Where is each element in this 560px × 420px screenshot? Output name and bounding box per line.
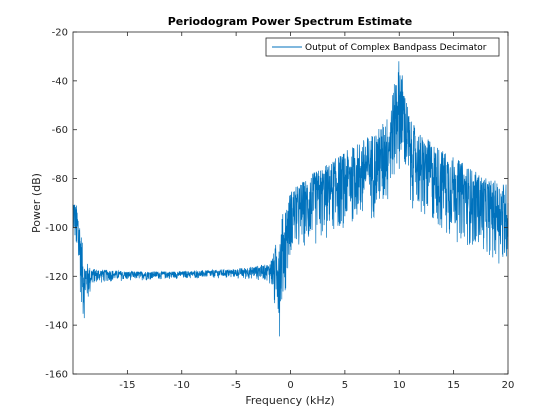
y-tick-label: -140 [45, 321, 68, 332]
x-tick-label: 0 [287, 380, 293, 391]
axes: -15 -10 -5 0 5 10 15 20 -160 -140 -120 -100 -80 -60 -4… [45, 28, 514, 392]
y-tick-label: -20 [52, 28, 68, 39]
legend-box [265, 37, 500, 57]
y-tick-label: -80 [52, 174, 68, 185]
legend-entry: Output of Complex Bandpass Decimator [305, 43, 487, 53]
legend: Output of Complex Bandpass Decimator [265, 37, 500, 57]
y-tick-label: -160 [45, 370, 68, 381]
y-tick-label: -100 [45, 223, 68, 234]
x-tick-label: -10 [174, 380, 190, 391]
y-tick-label: -60 [52, 125, 68, 136]
series-line [72, 61, 509, 337]
x-tick-label: 15 [447, 380, 460, 391]
x-tick-label: 20 [502, 380, 515, 391]
y-tick-label: -120 [45, 272, 68, 283]
y-axis-label: Power (dB) [30, 173, 43, 233]
y-tick-label: -40 [52, 76, 68, 87]
x-tick-label: 10 [393, 380, 406, 391]
plot-area [72, 61, 509, 337]
x-tick-label: -15 [119, 380, 135, 391]
x-tick-label: 5 [342, 380, 348, 391]
x-tick-label: -5 [231, 380, 241, 391]
x-axis-label: Frequency (kHz) [245, 394, 334, 407]
chart-title: Periodogram Power Spectrum Estimate [168, 15, 413, 28]
